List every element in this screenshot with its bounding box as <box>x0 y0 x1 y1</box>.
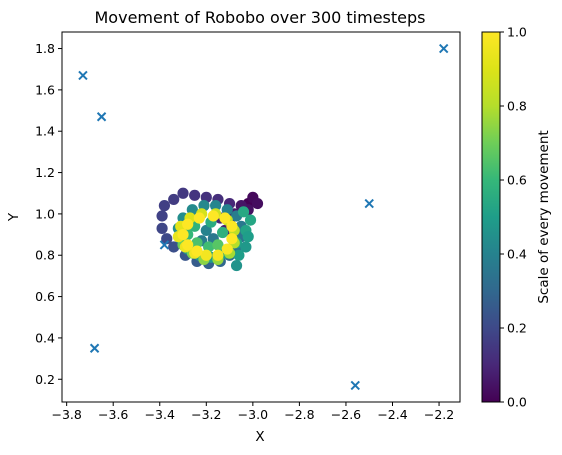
trajectory-point <box>189 190 200 201</box>
chart-title: Movement of Robobo over 300 timesteps <box>95 8 426 27</box>
x-tick-label: −3.6 <box>98 407 128 422</box>
y-tick-label: 1.0 <box>35 206 55 221</box>
y-tick-label: 1.6 <box>35 82 55 97</box>
trajectory-point <box>182 219 193 230</box>
y-tick-label: 0.2 <box>35 372 55 387</box>
trajectory-point <box>191 246 202 257</box>
colorbar-tick-label: 0.8 <box>507 99 527 114</box>
x-marker <box>79 71 87 79</box>
y-axis: 0.2 0.4 0.6 0.8 1.0 1.2 1.4 1.6 1.8 <box>35 41 62 387</box>
y-tick-label: 0.8 <box>35 248 55 263</box>
trajectory-point <box>177 188 188 199</box>
colorbar-tick-label: 1.0 <box>507 25 527 40</box>
colorbar-tick-label: 0.2 <box>507 321 527 336</box>
trajectory-point <box>177 229 188 240</box>
y-tick-label: 0.6 <box>35 289 55 304</box>
trajectory-point <box>252 198 263 209</box>
trajectory-point <box>156 223 167 234</box>
trajectory-point <box>222 243 233 254</box>
trajectory-point <box>156 210 167 221</box>
x-tick-label: −3.4 <box>145 407 175 422</box>
x-tick-label: −2.6 <box>331 407 361 422</box>
trajectory-point <box>208 210 219 221</box>
trajectory-point <box>212 250 223 261</box>
x-marker <box>440 45 448 53</box>
x-marker <box>351 381 359 389</box>
trajectory-point <box>194 212 205 223</box>
trajectory-point <box>238 206 249 217</box>
trajectory-point <box>240 241 251 252</box>
x-marker <box>365 200 373 208</box>
trajectory-point <box>219 212 230 223</box>
trajectory-point <box>243 231 254 242</box>
x-tick-label: −3.8 <box>51 407 81 422</box>
colorbar <box>482 32 500 402</box>
trajectory-point <box>182 239 193 250</box>
y-axis-label: Y <box>6 212 22 222</box>
colorbar-tick-label: 0.6 <box>507 173 527 188</box>
trajectory-point <box>217 227 228 238</box>
colorbar-ticks: 0.0 0.2 0.4 0.6 0.8 1.0 <box>500 25 527 410</box>
x-tick-label: −2.8 <box>284 407 314 422</box>
trajectory-point <box>168 194 179 205</box>
x-tick-label: −3.2 <box>191 407 221 422</box>
trajectory-point <box>231 260 242 271</box>
colorbar-label: Scale of every movement <box>536 130 552 303</box>
plot-frame <box>62 32 460 402</box>
x-marker <box>98 113 106 121</box>
x-tick-label: −2.4 <box>377 407 407 422</box>
trajectory-point <box>226 233 237 244</box>
y-tick-label: 1.4 <box>35 124 55 139</box>
y-tick-label: 0.4 <box>35 330 55 345</box>
colorbar-tick-label: 0.0 <box>507 395 527 410</box>
x-marker <box>91 344 99 352</box>
y-tick-label: 1.2 <box>35 165 55 180</box>
y-tick-label: 1.8 <box>35 41 55 56</box>
x-tick-label: −3.0 <box>238 407 268 422</box>
plot-points <box>156 188 263 272</box>
trajectory-point <box>159 200 170 211</box>
colorbar-tick-label: 0.4 <box>507 247 527 262</box>
x-tick-label: −2.2 <box>424 407 454 422</box>
x-axis-label: X <box>255 429 264 445</box>
x-axis: −3.8 −3.6 −3.4 −3.2 −3.0 −2.8 −2.6 −2.4 −2.2 <box>51 402 454 422</box>
plot-markers <box>79 45 448 390</box>
